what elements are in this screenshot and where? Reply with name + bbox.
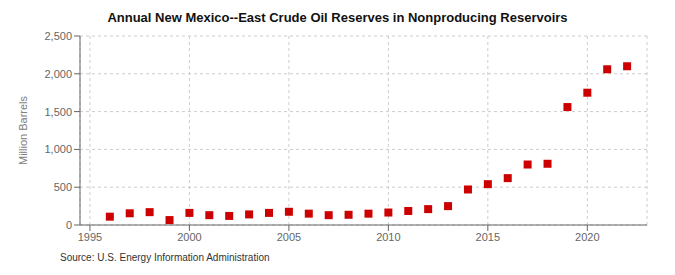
svg-text:2010: 2010: [376, 231, 400, 243]
svg-text:1,000: 1,000: [44, 143, 72, 155]
svg-text:1,500: 1,500: [44, 106, 72, 118]
svg-text:2020: 2020: [575, 231, 599, 243]
svg-text:Million Barrels: Million Barrels: [17, 95, 29, 165]
svg-text:2,000: 2,000: [44, 68, 72, 80]
svg-text:2,500: 2,500: [44, 30, 72, 42]
svg-text:2000: 2000: [177, 231, 201, 243]
html-text:Source: U.S. Energy Informatio: Source: U.S. Energy Information Administ…: [60, 252, 270, 263]
svg-text:2015: 2015: [476, 231, 500, 243]
svg-text:2005: 2005: [277, 231, 301, 243]
svg-text:1995: 1995: [78, 231, 102, 243]
svg-text:0: 0: [66, 219, 72, 231]
html-text:Annual New Mexico--East Crude: Annual New Mexico--East Crude Oil Reserv…: [107, 10, 568, 25]
svg-text:500: 500: [54, 181, 72, 193]
